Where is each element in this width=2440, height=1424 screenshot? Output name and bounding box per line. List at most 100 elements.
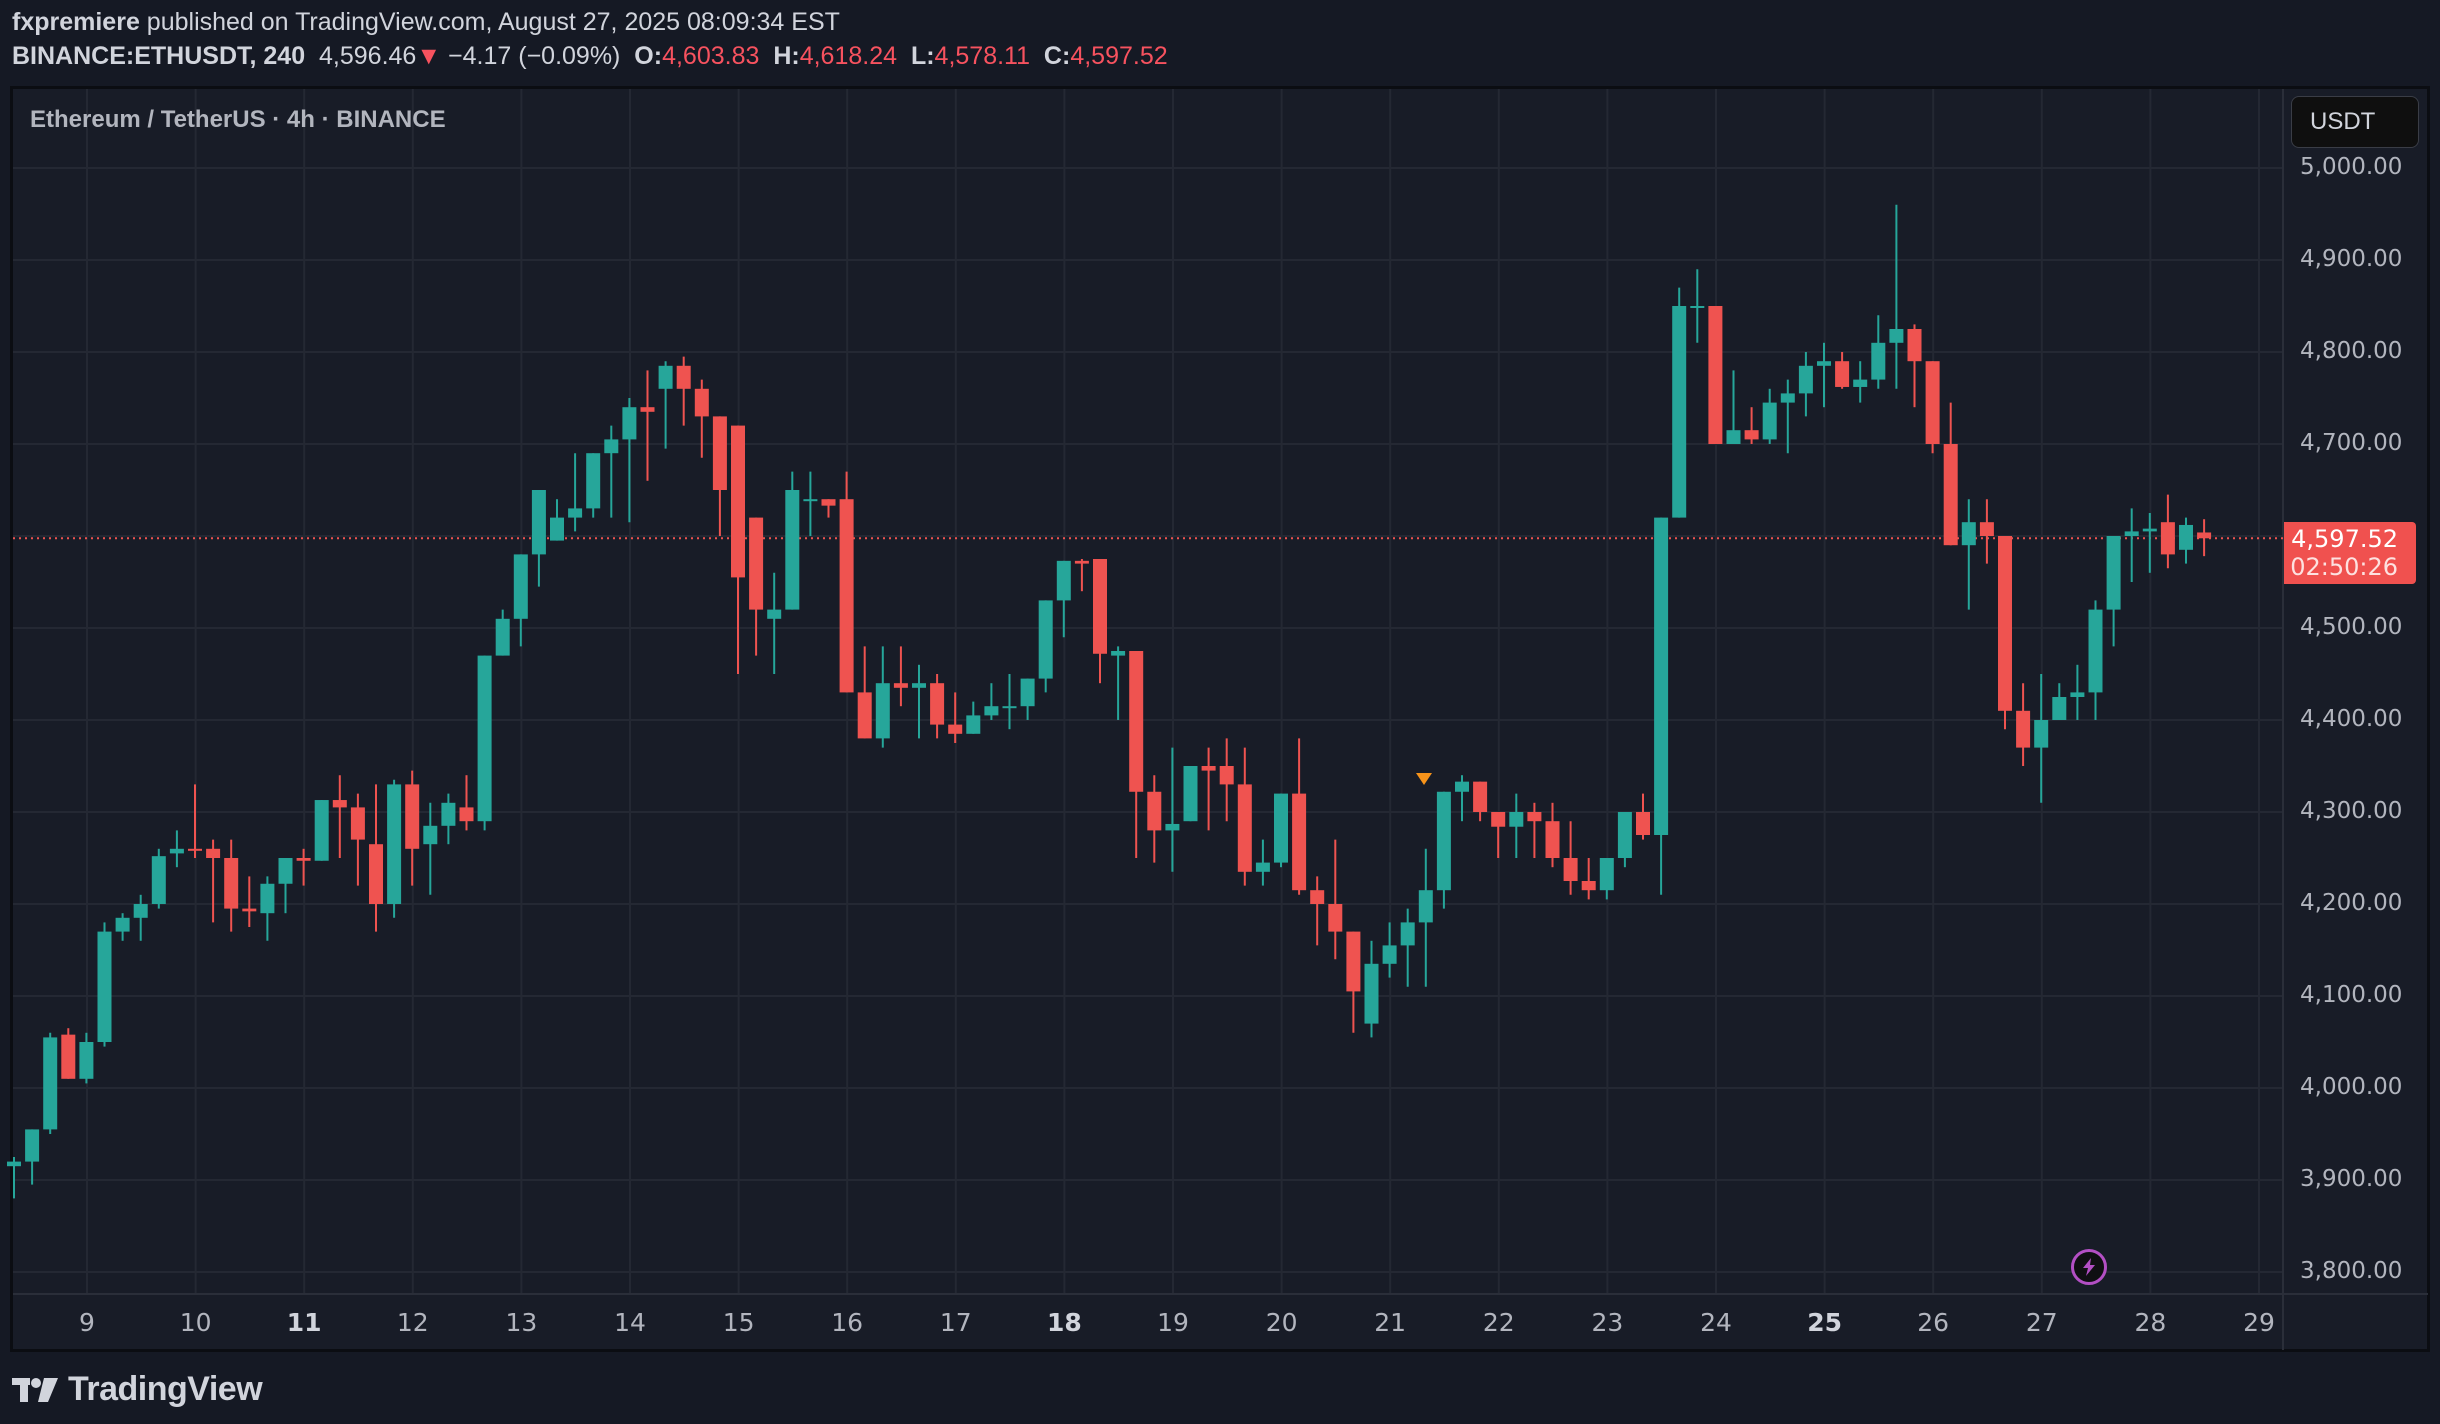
candle — [1255, 839, 1270, 886]
candle — [1147, 775, 1162, 863]
candle — [2088, 600, 2103, 720]
date-tick-label: 16 — [831, 1308, 864, 1337]
lightning-bolt-icon[interactable] — [2071, 1249, 2107, 1285]
candle — [1237, 747, 1252, 886]
candle — [1455, 775, 1469, 822]
date-tick-label: 17 — [939, 1308, 972, 1337]
date-tick-label: 10 — [179, 1308, 212, 1337]
candle — [1726, 370, 1741, 444]
close-value: 4,597.52 — [1070, 42, 1168, 70]
candle — [930, 674, 945, 739]
publication-line: fxpremiere published on TradingView.com,… — [12, 8, 840, 37]
candle — [1509, 793, 1524, 858]
candle — [314, 800, 329, 861]
candle — [296, 848, 311, 886]
low-value: 4,578.11 — [934, 42, 1031, 70]
candle — [1744, 407, 1759, 444]
candle — [1129, 651, 1144, 858]
candle — [622, 398, 637, 523]
candle — [405, 770, 420, 886]
candle — [984, 683, 999, 720]
candle — [1943, 402, 1958, 546]
price-tick-label: 4,700.00 — [2300, 430, 2403, 456]
bar-countdown: 02:50:26 — [2290, 553, 2398, 581]
candle — [61, 1028, 76, 1079]
candle — [731, 425, 745, 674]
candle — [1798, 352, 1813, 417]
candle — [2197, 519, 2212, 557]
candle — [206, 839, 221, 923]
currency-button[interactable]: USDT — [2291, 96, 2419, 148]
tradingview-logo-icon — [12, 1377, 58, 1402]
candle — [2160, 494, 2175, 569]
tradingview-logo[interactable]: TradingView — [12, 1370, 263, 1409]
candle — [893, 646, 908, 707]
date-tick-label: 11 — [286, 1308, 322, 1337]
candle — [1708, 306, 1723, 444]
candle — [1400, 908, 1415, 987]
candle — [495, 609, 510, 656]
candle — [2034, 674, 2049, 803]
candle — [1979, 499, 1994, 564]
candle — [278, 858, 293, 914]
date-tick-label: 23 — [1591, 1308, 1624, 1337]
date-tick-label: 28 — [2134, 1308, 2167, 1337]
candle — [803, 471, 818, 536]
candle — [169, 830, 184, 868]
down-arrow-icon: ▼ — [416, 42, 442, 70]
candle — [513, 554, 528, 647]
change-value: −4.17 (−0.09%) — [448, 42, 621, 70]
candle — [151, 848, 166, 909]
candle — [1346, 931, 1361, 1033]
candle — [1853, 361, 1868, 403]
price-tick-label: 4,400.00 — [2300, 706, 2403, 732]
price-tick-label: 4,500.00 — [2300, 614, 2403, 640]
candle — [133, 894, 148, 941]
candle — [550, 499, 564, 541]
signal-marker-icon[interactable] — [1416, 773, 1432, 785]
candle — [749, 517, 764, 656]
candle — [1581, 858, 1596, 900]
author-name[interactable]: fxpremiere — [12, 8, 140, 36]
candle — [1871, 315, 1886, 389]
last-price: 4,596.46 — [319, 42, 417, 70]
price-tick-label: 4,900.00 — [2300, 246, 2403, 272]
candle — [79, 1032, 94, 1084]
candle — [441, 793, 456, 845]
date-tick-label: 29 — [2243, 1308, 2275, 1337]
candle — [604, 425, 619, 518]
price-tick-label: 4,100.00 — [2300, 982, 2403, 1008]
candle — [1672, 287, 1687, 518]
candle — [658, 361, 673, 449]
candle — [1310, 876, 1325, 946]
quote-line: BINANCE:ETHUSDT, 240 4,596.46▼ −4.17 (−0… — [12, 42, 1168, 71]
date-tick-label: 15 — [722, 1308, 755, 1337]
date-tick-label: 13 — [505, 1308, 538, 1337]
candle — [1074, 559, 1089, 592]
candle — [1907, 324, 1922, 408]
candle — [1002, 674, 1017, 730]
candle — [477, 655, 492, 831]
price-tick-label: 4,000.00 — [2300, 1074, 2403, 1100]
candle — [839, 471, 854, 693]
candle — [423, 802, 438, 895]
candle — [1093, 559, 1107, 684]
candle — [875, 646, 890, 748]
candle — [2124, 508, 2139, 582]
candle — [1328, 839, 1343, 960]
candle — [1599, 858, 1614, 900]
series-legend[interactable]: Ethereum / TetherUS · 4h · BINANCE — [30, 106, 446, 133]
candle — [1998, 536, 2012, 730]
date-tick-label: 9 — [79, 1308, 95, 1337]
date-tick-label: 18 — [1046, 1308, 1082, 1337]
candle — [821, 499, 836, 518]
candle — [1762, 388, 1777, 444]
date-tick-label: 24 — [1700, 1308, 1732, 1337]
date-tick-label: 22 — [1482, 1308, 1515, 1337]
candle — [1436, 791, 1451, 909]
candle — [1491, 812, 1506, 858]
candle — [1654, 517, 1669, 895]
candle — [857, 646, 872, 739]
candle — [1274, 793, 1288, 868]
